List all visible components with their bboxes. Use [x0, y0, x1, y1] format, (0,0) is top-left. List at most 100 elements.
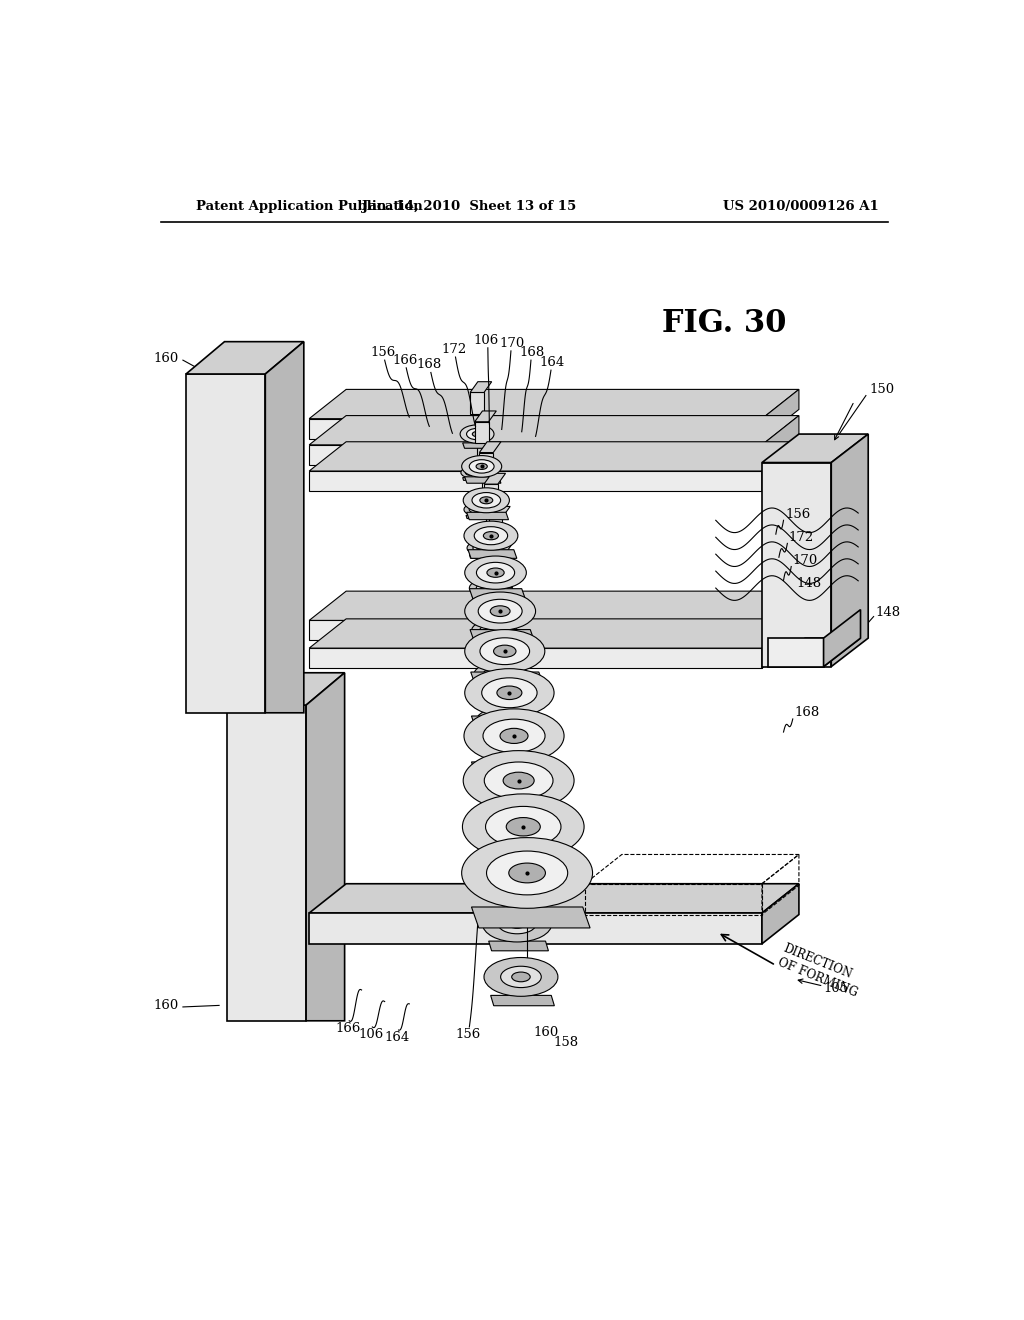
- Polygon shape: [309, 913, 762, 944]
- Polygon shape: [477, 684, 512, 690]
- Polygon shape: [470, 392, 484, 414]
- Polygon shape: [762, 442, 799, 491]
- Text: 164: 164: [540, 356, 565, 370]
- Polygon shape: [762, 462, 831, 667]
- Polygon shape: [768, 638, 823, 667]
- Ellipse shape: [468, 471, 473, 474]
- Text: 156: 156: [371, 346, 395, 359]
- Polygon shape: [503, 612, 524, 623]
- Text: Jan. 14, 2010  Sheet 13 of 15: Jan. 14, 2010 Sheet 13 of 15: [362, 199, 577, 213]
- Ellipse shape: [506, 817, 541, 836]
- Polygon shape: [470, 381, 492, 392]
- Ellipse shape: [494, 645, 516, 657]
- Ellipse shape: [463, 793, 584, 859]
- Polygon shape: [479, 442, 501, 453]
- Polygon shape: [762, 389, 799, 438]
- Polygon shape: [475, 639, 506, 644]
- Polygon shape: [475, 411, 497, 422]
- Ellipse shape: [476, 562, 515, 583]
- Ellipse shape: [483, 532, 499, 540]
- Polygon shape: [465, 477, 501, 483]
- Polygon shape: [490, 995, 554, 1006]
- Text: 164: 164: [384, 1031, 410, 1044]
- Polygon shape: [494, 552, 507, 573]
- Polygon shape: [471, 762, 562, 777]
- Polygon shape: [488, 941, 549, 950]
- Polygon shape: [309, 591, 799, 620]
- Ellipse shape: [474, 664, 514, 685]
- Ellipse shape: [489, 760, 517, 776]
- Polygon shape: [469, 589, 525, 598]
- Ellipse shape: [460, 425, 494, 444]
- Ellipse shape: [509, 863, 546, 883]
- Ellipse shape: [462, 455, 502, 478]
- Ellipse shape: [509, 919, 525, 928]
- Ellipse shape: [489, 672, 499, 677]
- Text: 160: 160: [534, 1026, 559, 1039]
- Polygon shape: [226, 705, 306, 1020]
- Ellipse shape: [501, 814, 515, 822]
- Polygon shape: [503, 623, 516, 645]
- Text: FIG. 30: FIG. 30: [662, 309, 786, 339]
- Polygon shape: [472, 595, 499, 601]
- Text: US 2010/0009126 A1: US 2010/0009126 A1: [723, 199, 879, 213]
- Ellipse shape: [486, 714, 511, 727]
- Ellipse shape: [512, 972, 530, 982]
- Text: 156: 156: [785, 508, 810, 520]
- Ellipse shape: [487, 568, 504, 577]
- Polygon shape: [265, 342, 304, 713]
- Ellipse shape: [461, 467, 481, 478]
- Ellipse shape: [472, 432, 482, 437]
- Polygon shape: [309, 416, 799, 445]
- Text: 172: 172: [788, 531, 814, 544]
- Ellipse shape: [481, 853, 544, 887]
- Polygon shape: [768, 638, 860, 667]
- Polygon shape: [494, 540, 515, 552]
- Text: Patent Application Publication: Patent Application Publication: [196, 199, 423, 213]
- Ellipse shape: [476, 709, 521, 733]
- Text: 170: 170: [499, 337, 524, 350]
- Ellipse shape: [464, 521, 518, 550]
- Polygon shape: [484, 474, 506, 484]
- Polygon shape: [186, 342, 304, 374]
- Ellipse shape: [467, 541, 494, 554]
- Polygon shape: [470, 630, 535, 642]
- Polygon shape: [472, 858, 582, 878]
- Ellipse shape: [469, 579, 500, 597]
- Text: 156: 156: [456, 1028, 480, 1041]
- Polygon shape: [471, 809, 572, 828]
- Ellipse shape: [463, 488, 509, 512]
- Ellipse shape: [496, 861, 529, 879]
- Ellipse shape: [473, 508, 478, 511]
- Polygon shape: [306, 673, 345, 1020]
- Ellipse shape: [480, 496, 493, 504]
- Ellipse shape: [498, 913, 537, 933]
- Ellipse shape: [483, 719, 545, 752]
- Polygon shape: [507, 661, 521, 682]
- Polygon shape: [762, 884, 799, 944]
- Ellipse shape: [469, 459, 495, 473]
- Text: 168: 168: [795, 706, 819, 719]
- Ellipse shape: [484, 762, 553, 799]
- Polygon shape: [309, 418, 762, 438]
- Polygon shape: [309, 445, 762, 465]
- Polygon shape: [512, 701, 525, 722]
- Polygon shape: [762, 434, 868, 462]
- Ellipse shape: [500, 729, 528, 743]
- Polygon shape: [309, 648, 762, 668]
- Polygon shape: [762, 416, 799, 465]
- Ellipse shape: [479, 626, 499, 635]
- Ellipse shape: [465, 470, 476, 475]
- Ellipse shape: [503, 772, 535, 789]
- Polygon shape: [507, 651, 528, 661]
- Polygon shape: [471, 907, 590, 928]
- Polygon shape: [467, 512, 509, 520]
- Ellipse shape: [474, 527, 508, 545]
- Ellipse shape: [486, 851, 567, 895]
- Polygon shape: [468, 549, 517, 558]
- Polygon shape: [498, 586, 512, 609]
- Polygon shape: [486, 886, 541, 895]
- Polygon shape: [762, 591, 799, 640]
- Polygon shape: [309, 389, 799, 418]
- Ellipse shape: [477, 546, 483, 549]
